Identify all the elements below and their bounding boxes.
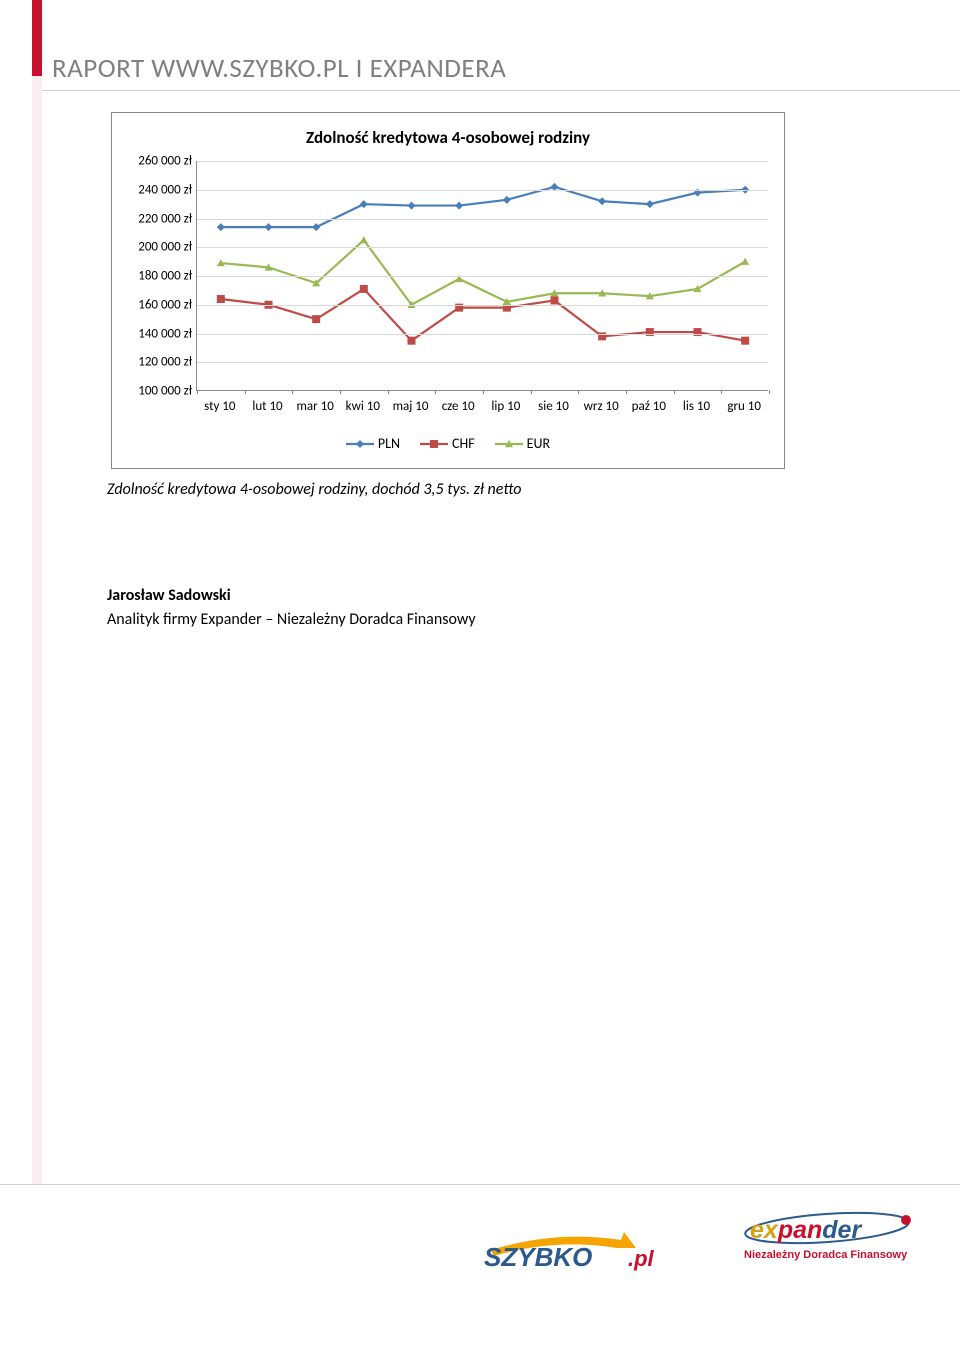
series-marker-eur [360,236,368,243]
series-marker-chf [360,285,368,293]
legend-item-chf: CHF [420,435,475,452]
x-tick [197,390,198,394]
page-title: RAPORT WWW.SZYBKO.PL I EXPANDERA [52,52,506,85]
x-axis-label: wrz 10 [584,399,619,414]
expander-logo-text: expander [750,1216,862,1244]
grid-line [197,219,768,220]
series-marker-pln [360,200,368,208]
legend-label: EUR [527,435,550,452]
series-marker-chf [741,337,749,345]
grid-line [197,362,768,363]
series-marker-eur [741,258,749,265]
x-tick [769,390,770,394]
x-tick [674,390,675,394]
x-tick [292,390,293,394]
x-tick [340,390,341,394]
series-marker-chf [694,328,702,336]
expander-tagline: Niezależny Doradca Finansowy [744,1249,908,1261]
x-axis-label: lip 10 [491,399,520,414]
accent-bar-top [32,0,42,76]
x-axis-label: sty 10 [204,399,235,414]
legend-label: PLN [378,435,400,452]
series-marker-pln [217,223,225,231]
footer-rule [0,1184,960,1185]
series-marker-chf [217,295,225,303]
chart-title: Zdolność kredytowa 4-osobowej rodziny [112,127,784,148]
series-marker-pln [408,202,416,210]
series-marker-pln [646,200,654,208]
series-line-pln [221,187,745,227]
series-marker-pln [455,202,463,210]
x-axis-label: kwi 10 [346,399,380,414]
y-axis-label: 160 000 zł [118,297,192,312]
series-marker-pln [265,223,273,231]
x-axis-label: mar 10 [297,399,334,414]
szybko-logo-text: SZYBKO [484,1242,592,1272]
x-axis-label: maj 10 [393,399,429,414]
y-axis-label: 260 000 zł [118,154,192,169]
x-tick [531,390,532,394]
series-marker-chf [551,296,559,304]
series-marker-chf [646,328,654,336]
x-axis-label: gru 10 [727,399,761,414]
x-tick [245,390,246,394]
legend-item-pln: PLN [346,435,400,452]
y-axis-label: 240 000 zł [118,182,192,197]
author-role: Analityk firmy Expander – Niezależny Dor… [107,610,476,629]
x-tick [483,390,484,394]
series-line-eur [221,240,745,305]
header-rule [42,90,960,91]
legend-swatch [420,437,448,451]
grid-line [197,190,768,191]
legend-swatch [495,437,523,451]
y-axis-label: 120 000 zł [118,355,192,370]
x-axis-label: lis 10 [683,399,710,414]
chart-legend: PLN CHF EUR [112,435,784,455]
x-axis-label: cze 10 [442,399,475,414]
series-marker-pln [312,223,320,231]
y-axis-label: 100 000 zł [118,384,192,399]
legend-label: CHF [452,435,475,452]
x-tick [388,390,389,394]
grid-line [197,276,768,277]
y-axis-label: 200 000 zł [118,240,192,255]
y-axis-label: 180 000 zł [118,269,192,284]
x-axis-label: sie 10 [538,399,569,414]
series-marker-pln [503,196,511,204]
legend-swatch [346,437,374,451]
grid-line [197,334,768,335]
plot-area [196,161,768,391]
expander-logo: expander Niezależny Doradca Finansowy [740,1208,915,1268]
x-tick [578,390,579,394]
y-axis-label: 140 000 zł [118,326,192,341]
x-tick [721,390,722,394]
credit-capacity-chart: Zdolność kredytowa 4-osobowej rodziny PL… [111,112,785,469]
y-axis-label: 220 000 zł [118,211,192,226]
legend-item-eur: EUR [495,435,550,452]
grid-line [197,305,768,306]
expander-dot-icon [901,1215,911,1225]
author-name: Jarosław Sadowski [107,586,231,605]
series-marker-chf [408,337,416,345]
x-tick [435,390,436,394]
series-marker-chf [312,315,320,323]
accent-bar-side [32,76,42,1184]
grid-line [197,247,768,248]
grid-line [197,161,768,162]
szybko-logo: SZYBKO .pl [476,1220,691,1272]
x-axis-label: paź 10 [632,399,666,414]
szybko-logo-suffix: .pl [628,1246,655,1271]
x-axis-label: lut 10 [252,399,282,414]
series-marker-pln [598,197,606,205]
chart-caption: Zdolność kredytowa 4-osobowej rodziny, d… [107,480,522,499]
x-tick [626,390,627,394]
